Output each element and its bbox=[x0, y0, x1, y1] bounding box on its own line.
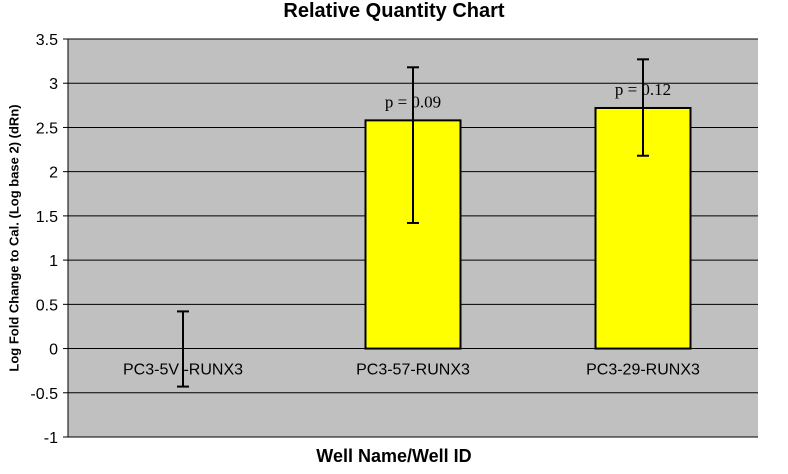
x-axis-label: Well Name/Well ID bbox=[316, 446, 472, 466]
category-label: PC3-57-RUNX3 bbox=[356, 362, 470, 379]
y-tick-label: -1 bbox=[44, 430, 58, 447]
y-tick-label: 1 bbox=[49, 253, 58, 270]
y-tick-label: 0.5 bbox=[36, 297, 58, 314]
y-tick-label: 1.5 bbox=[36, 209, 58, 226]
y-tick-label: 3 bbox=[49, 76, 58, 93]
category-label: PC3-29-RUNX3 bbox=[586, 362, 700, 379]
y-tick-label: 3.5 bbox=[36, 32, 58, 49]
chart-title: Relative Quantity Chart bbox=[283, 0, 505, 22]
y-tick-label: 2 bbox=[49, 165, 58, 182]
y-tick-label: -0.5 bbox=[30, 386, 58, 403]
y-tick-label: 2.5 bbox=[36, 120, 58, 137]
y-tick-label: 0 bbox=[49, 342, 58, 359]
